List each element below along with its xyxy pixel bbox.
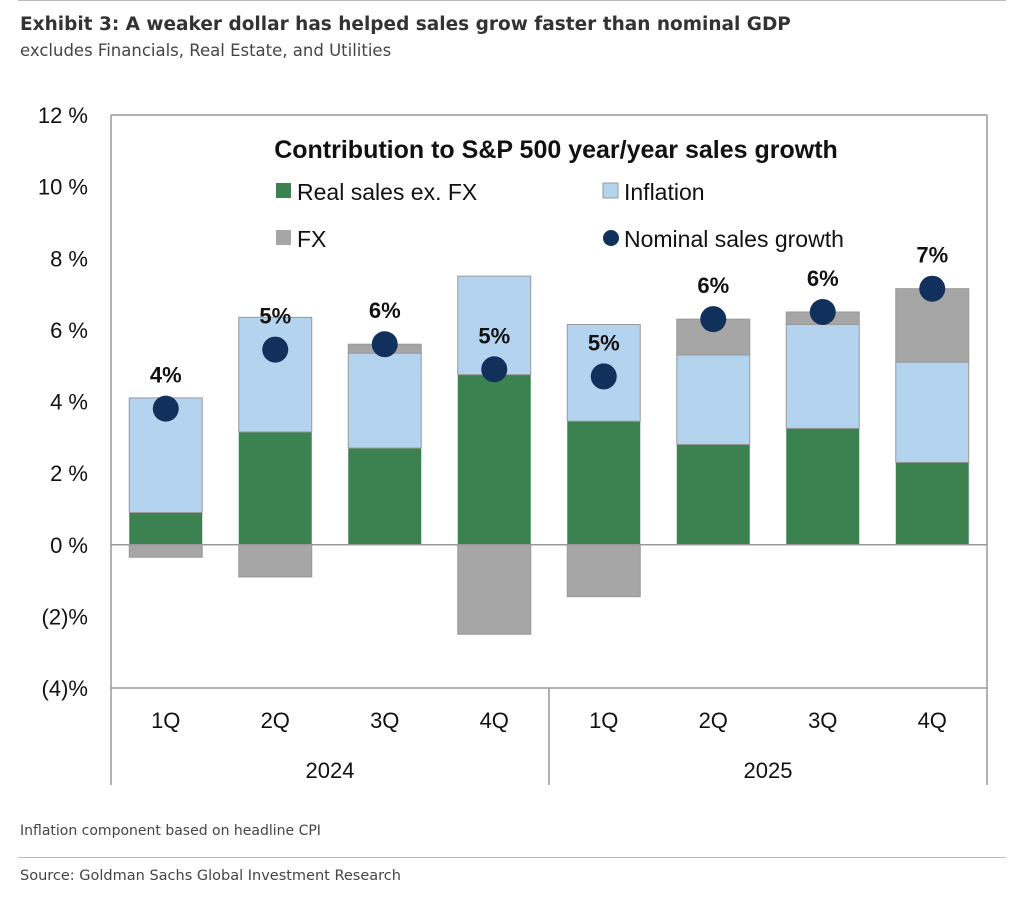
bar-real-sales: [895, 462, 969, 545]
y-tick-label: 8 %: [50, 246, 88, 271]
x-tick-label: 1Q: [151, 708, 180, 733]
x-tick-label: 2Q: [261, 708, 290, 733]
x-tick-label: 3Q: [808, 708, 837, 733]
data-label: 5%: [259, 304, 291, 329]
data-label: 6%: [807, 266, 839, 291]
nominal-growth-point: [152, 395, 179, 422]
source-note: Source: Goldman Sachs Global Investment …: [20, 868, 401, 884]
exhibit-title: Exhibit 3: A weaker dollar has helped sa…: [20, 14, 791, 35]
bar-real-sales: [457, 374, 531, 545]
data-label: 5%: [588, 330, 620, 355]
x-tick-label: 1Q: [589, 708, 618, 733]
legend-label: Real sales ex. FX: [297, 179, 477, 205]
legend-swatch: [276, 183, 291, 198]
top-rule: [18, 0, 1006, 1]
y-tick-label: (4)%: [42, 676, 88, 701]
bar-inflation: [676, 354, 751, 445]
legend-label: Nominal sales growth: [624, 226, 844, 252]
bar-inflation: [238, 316, 313, 433]
bar-real-sales: [238, 431, 312, 545]
exhibit-subtitle: excludes Financials, Real Estate, and Ut…: [20, 41, 392, 60]
data-label: 6%: [369, 298, 401, 323]
y-tick-label: 10 %: [38, 175, 88, 200]
bar-real-sales: [676, 444, 750, 545]
y-tick-label: 2 %: [50, 461, 88, 486]
nominal-growth-point: [590, 363, 617, 390]
x-tick-label: 2Q: [699, 708, 728, 733]
bar-fx: [238, 544, 313, 578]
nominal-growth-point: [700, 306, 727, 333]
bar-real-sales: [129, 512, 203, 545]
nominal-growth-point: [809, 298, 836, 325]
bar-inflation: [347, 352, 422, 449]
y-tick-label: 4 %: [50, 390, 88, 415]
bar-fx: [566, 544, 641, 598]
bar-fx: [457, 544, 532, 635]
legend-marker: [603, 230, 619, 246]
x-group-label: 2025: [744, 758, 793, 783]
x-group-label: 2024: [306, 758, 355, 783]
x-tick-label: 4Q: [480, 708, 509, 733]
chart-title: Contribution to S&P 500 year/year sales …: [274, 136, 838, 164]
bar-real-sales: [348, 448, 422, 545]
legend-swatch: [602, 182, 619, 199]
legend-label: FX: [297, 226, 326, 252]
nominal-growth-point: [481, 356, 508, 383]
x-tick-label: 4Q: [918, 708, 947, 733]
footer-rule: [18, 857, 1006, 858]
bar-real-sales: [786, 428, 860, 545]
legend-swatch: [276, 230, 291, 245]
y-tick-label: 0 %: [50, 533, 88, 558]
bar-inflation: [895, 361, 970, 463]
legend-label: Inflation: [624, 179, 705, 205]
y-tick-label: (2)%: [42, 604, 88, 629]
data-label: 7%: [916, 243, 948, 268]
y-tick-label: 6 %: [50, 318, 88, 343]
nominal-growth-point: [371, 331, 398, 358]
nominal-growth-point: [919, 275, 946, 302]
nominal-growth-point: [262, 336, 289, 363]
y-tick-label: 12 %: [38, 103, 88, 128]
data-label: 4%: [150, 363, 182, 388]
bar-inflation: [785, 324, 860, 429]
bar-real-sales: [567, 421, 641, 545]
data-label: 5%: [478, 323, 510, 348]
data-label: 6%: [697, 273, 729, 298]
x-tick-label: 3Q: [370, 708, 399, 733]
footnote: Inflation component based on headline CP…: [20, 823, 321, 839]
bar-fx: [128, 544, 203, 558]
